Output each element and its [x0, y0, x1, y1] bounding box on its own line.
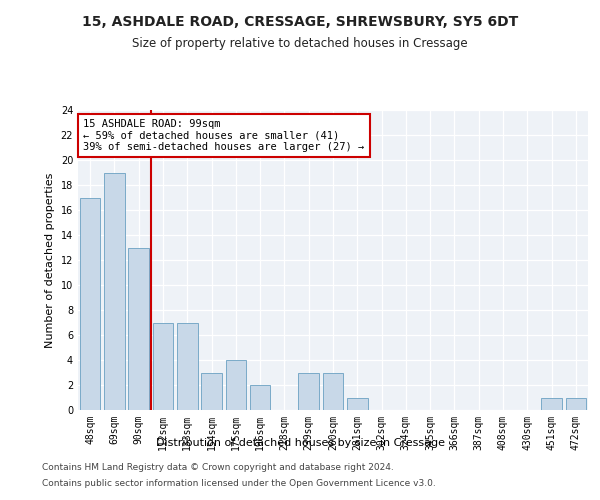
Bar: [177, 322, 197, 410]
Text: Distribution of detached houses by size in Cressage: Distribution of detached houses by size …: [155, 438, 445, 448]
Text: Contains HM Land Registry data © Crown copyright and database right 2024.: Contains HM Land Registry data © Crown c…: [42, 464, 394, 472]
Text: 15 ASHDALE ROAD: 99sqm
← 59% of detached houses are smaller (41)
39% of semi-det: 15 ASHDALE ROAD: 99sqm ← 59% of detached…: [83, 119, 364, 152]
Bar: [80, 198, 100, 410]
Bar: [128, 248, 149, 410]
Bar: [226, 360, 246, 410]
Text: Contains public sector information licensed under the Open Government Licence v3: Contains public sector information licen…: [42, 478, 436, 488]
Bar: [250, 385, 271, 410]
Bar: [152, 322, 173, 410]
Text: 15, ASHDALE ROAD, CRESSAGE, SHREWSBURY, SY5 6DT: 15, ASHDALE ROAD, CRESSAGE, SHREWSBURY, …: [82, 15, 518, 29]
Y-axis label: Number of detached properties: Number of detached properties: [45, 172, 55, 348]
Bar: [541, 398, 562, 410]
Bar: [566, 398, 586, 410]
Bar: [104, 172, 125, 410]
Bar: [201, 372, 222, 410]
Bar: [298, 372, 319, 410]
Bar: [347, 398, 368, 410]
Text: Size of property relative to detached houses in Cressage: Size of property relative to detached ho…: [132, 38, 468, 51]
Bar: [323, 372, 343, 410]
